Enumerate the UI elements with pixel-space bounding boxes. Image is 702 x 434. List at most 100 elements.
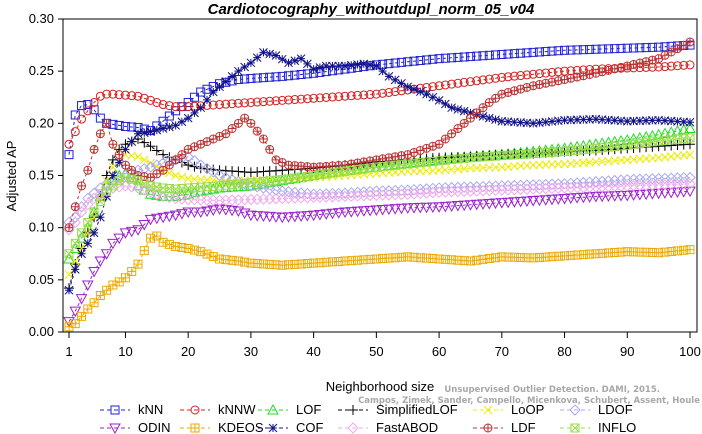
legend-marker-lof <box>267 403 279 415</box>
data-point-odin <box>426 202 439 214</box>
series-line-fastabod <box>68 183 691 231</box>
data-point-knn <box>440 53 450 63</box>
data-point-knnw <box>102 89 112 99</box>
data-point-simplifiedlof <box>145 141 156 152</box>
data-point-cof <box>528 118 538 128</box>
data-point-knn <box>622 43 632 53</box>
data-point-knnw <box>246 97 256 107</box>
data-point-knn <box>491 50 501 60</box>
data-point-inflo <box>95 197 105 207</box>
data-point-knnw <box>679 60 689 70</box>
data-point-knnw <box>547 67 557 77</box>
data-point-knnw <box>428 82 438 92</box>
data-point-ldf <box>227 124 237 134</box>
data-point-knnw <box>459 77 469 87</box>
data-point-odin <box>251 211 264 222</box>
legend-marker-inflo <box>570 423 580 433</box>
data-point-ldf <box>89 144 99 154</box>
data-point-cof <box>541 117 551 127</box>
data-point-cof <box>240 62 249 72</box>
data-point-ldf <box>108 139 118 149</box>
data-point-odin <box>351 206 364 218</box>
series-line-loop <box>68 154 691 275</box>
data-point-ldof <box>213 169 226 182</box>
data-point-odin <box>75 294 88 305</box>
data-point-odin <box>276 212 289 224</box>
data-point-knn <box>629 43 639 53</box>
data-point-knnw <box>233 98 243 108</box>
data-point-knn <box>189 92 199 102</box>
data-point-knnw <box>465 77 475 87</box>
data-point-knnw <box>340 91 350 101</box>
data-point-kdeos <box>77 311 87 321</box>
data-point-cof <box>422 89 431 99</box>
data-point-ldf <box>77 181 87 191</box>
data-point-cof <box>171 121 180 130</box>
data-point-knn <box>284 71 294 81</box>
data-point-knn <box>503 49 513 59</box>
y-tick-label: 0.00 <box>29 324 54 339</box>
data-point-kdeos <box>83 304 93 314</box>
data-point-lof <box>144 188 157 199</box>
data-point-knnw <box>503 72 513 82</box>
data-point-knnw <box>434 81 444 91</box>
legend-marker-knn <box>110 405 120 415</box>
data-point-fastabod <box>107 182 119 194</box>
data-point-odin <box>383 204 395 216</box>
data-point-ldf <box>83 165 93 175</box>
data-point-loop <box>553 159 563 169</box>
data-point-knnw <box>378 88 388 98</box>
data-point-knnw <box>240 98 250 108</box>
data-point-knn <box>616 43 626 53</box>
data-point-odin <box>401 203 414 214</box>
data-point-ldf <box>252 126 262 136</box>
data-point-ldof <box>414 183 426 195</box>
data-point-lof <box>646 129 659 141</box>
data-point-cof <box>121 145 130 154</box>
data-point-ldf <box>171 155 181 165</box>
data-point-knn <box>553 46 563 56</box>
data-point-cof <box>215 82 224 92</box>
data-point-cof <box>384 72 394 81</box>
x-tick-label: 80 <box>557 344 571 359</box>
x-tick-label: 50 <box>369 344 383 359</box>
data-point-kdeos <box>133 259 143 269</box>
data-point-knnw <box>133 91 143 101</box>
data-point-knnw <box>359 90 369 100</box>
legend: kNN kNNW LOF SimplifiedLOF LoOP LDOF ODIN KDEOS… <box>100 402 636 434</box>
data-point-cof <box>390 75 400 85</box>
data-point-inflo <box>64 249 74 259</box>
data-point-cof <box>353 60 362 69</box>
data-point-ldf <box>246 118 256 128</box>
data-point-ldf <box>434 139 444 149</box>
data-point-odin <box>558 193 571 205</box>
data-point-simplifiedlof <box>139 137 150 148</box>
x-tick-label: 100 <box>679 344 701 359</box>
data-point-knnw <box>108 89 118 99</box>
data-point-cof <box>503 117 513 127</box>
data-point-cof <box>89 228 99 238</box>
series-line-knn <box>68 44 691 155</box>
data-point-ldf <box>472 108 482 118</box>
data-point-loop <box>535 160 544 170</box>
data-point-knn <box>641 43 651 53</box>
legend-label-simplifiedlof: SimplifiedLOF <box>376 402 458 417</box>
data-point-ldof <box>345 187 357 199</box>
data-point-odin <box>282 212 295 223</box>
data-point-knn <box>610 44 620 54</box>
y-tick-label: 0.15 <box>29 168 54 183</box>
data-point-kdeos <box>139 246 149 256</box>
data-point-odin <box>332 208 345 219</box>
data-point-cof <box>403 82 413 92</box>
y-tick-label: 0.25 <box>29 63 54 78</box>
data-point-knn <box>422 55 432 65</box>
data-point-fastabod <box>69 216 81 229</box>
data-point-odin <box>389 204 402 215</box>
data-point-knnw <box>171 102 181 112</box>
data-point-odin <box>433 202 445 213</box>
data-point-fastabod <box>427 186 439 199</box>
data-point-cof <box>459 106 469 116</box>
data-point-knnw <box>227 99 237 109</box>
data-point-cof <box>415 87 425 97</box>
data-point-knn <box>246 73 256 83</box>
